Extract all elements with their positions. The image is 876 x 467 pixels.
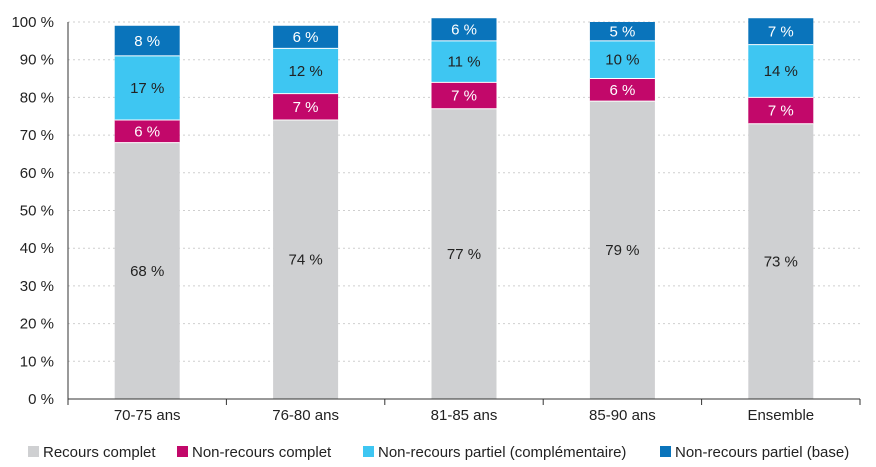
- bars: 68 % 6 % 17 % 8 % 74 % 7 % 12 % 6 % 77 % 7 % 11 % 6…: [114, 18, 814, 400]
- bar-segment: [431, 108, 497, 400]
- bar-segment: [431, 18, 497, 41]
- legend-label: Non-recours partiel (base): [675, 444, 849, 461]
- bar-segment: [589, 22, 655, 41]
- data-label: 6 %: [451, 22, 477, 39]
- bar-segment: [589, 101, 655, 400]
- bar-segment: [431, 82, 497, 109]
- y-tick-label: 20 %: [20, 316, 54, 333]
- x-tick-label: 76-80 ans: [272, 407, 339, 424]
- bar-segment: [273, 120, 339, 400]
- data-label: 73 %: [764, 253, 798, 270]
- bar-segment: [114, 25, 180, 56]
- y-axis: 0 % 10 % 20 % 30 % 40 % 50 % 60 % 70 % 80 % 90 % 1…: [11, 14, 69, 408]
- data-label: 5 %: [609, 23, 635, 40]
- bar-segment: [748, 123, 814, 399]
- data-label: 14 %: [764, 63, 798, 80]
- y-tick-label: 0 %: [28, 391, 54, 408]
- legend-swatch: [363, 446, 374, 457]
- legend-label: Non-recours complet: [192, 444, 332, 461]
- bar-segment: [431, 40, 497, 83]
- legend-swatch: [28, 446, 39, 457]
- bar-segment: [589, 40, 655, 79]
- bar-segment: [273, 25, 339, 49]
- bar-segment: [748, 97, 814, 124]
- legend-label: Recours complet: [43, 444, 156, 461]
- x-tick-label: 81-85 ans: [431, 407, 498, 424]
- y-tick-label: 30 %: [20, 278, 54, 295]
- legend-swatch: [660, 446, 671, 457]
- bar-segment: [114, 120, 180, 143]
- bar-segment: [114, 55, 180, 121]
- legend: Recours complet Non-recours complet Non-re…: [28, 444, 849, 461]
- y-tick-label: 80 %: [20, 89, 54, 106]
- bar-segment: [589, 78, 655, 102]
- data-label: 6 %: [293, 29, 319, 46]
- data-label: 79 %: [605, 242, 639, 259]
- data-label: 6 %: [609, 82, 635, 99]
- legend-swatch: [177, 446, 188, 457]
- bar-segment: [273, 48, 339, 94]
- bar-segment: [748, 18, 814, 45]
- y-tick-label: 90 %: [20, 52, 54, 69]
- data-label: 8 %: [134, 33, 160, 50]
- bar-segment: [114, 142, 180, 399]
- x-tick-label: 85-90 ans: [589, 407, 656, 424]
- y-tick-label: 100 %: [11, 14, 54, 31]
- data-label: 17 %: [130, 80, 164, 97]
- data-label: 10 %: [605, 52, 639, 69]
- data-label: 68 %: [130, 263, 164, 280]
- y-tick-label: 60 %: [20, 165, 54, 182]
- data-label: 7 %: [768, 103, 794, 120]
- bar-segment: [273, 93, 339, 121]
- bar-segment: [748, 44, 814, 98]
- data-label: 12 %: [288, 63, 322, 80]
- x-tick-label: 70-75 ans: [114, 407, 181, 424]
- legend-label: Non-recours partiel (complémentaire): [378, 444, 626, 461]
- x-tick-label: Ensemble: [747, 407, 814, 424]
- y-tick-label: 70 %: [20, 127, 54, 144]
- data-label: 77 %: [447, 246, 481, 263]
- x-axis: 70-75 ans 76-80 ans 81-85 ans 85-90 ans Ense…: [67, 398, 861, 424]
- data-label: 7 %: [451, 88, 477, 105]
- y-tick-label: 10 %: [20, 353, 54, 370]
- y-tick-label: 40 %: [20, 240, 54, 257]
- data-label: 7 %: [293, 99, 319, 116]
- data-label: 7 %: [768, 23, 794, 40]
- data-label: 6 %: [134, 123, 160, 140]
- data-label: 11 %: [447, 54, 480, 71]
- y-tick-label: 50 %: [20, 203, 54, 220]
- data-label: 74 %: [288, 252, 322, 269]
